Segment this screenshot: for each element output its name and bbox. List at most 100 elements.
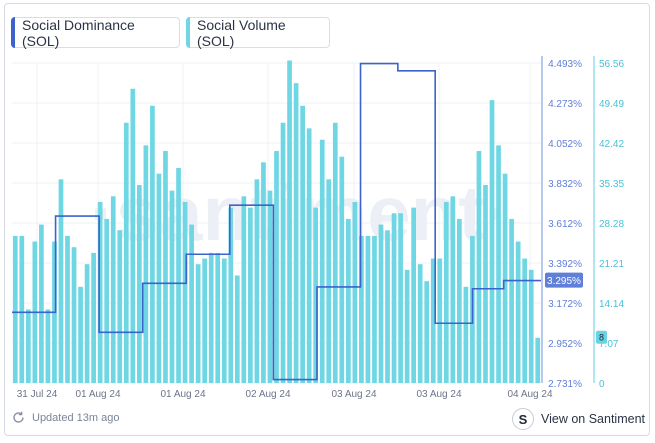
volume-bar (84, 264, 90, 383)
volume-tick-label: 14.14 (599, 299, 624, 310)
current-volume-value: 8 (599, 333, 604, 343)
volume-bar (404, 269, 410, 383)
volume-bar (12, 235, 18, 383)
volume-bar (45, 309, 51, 383)
view-on-santiment-link[interactable]: S View on Santiment (512, 408, 645, 430)
current-dominance-value: 3.295% (547, 276, 581, 287)
volume-bar (71, 247, 77, 383)
volume-bar (58, 179, 64, 383)
volume-bar (339, 156, 345, 383)
dominance-tick-label: 4.273% (548, 99, 582, 110)
updated-text: Updated 13m ago (32, 411, 120, 424)
volume-tick-label: 49.49 (599, 99, 624, 110)
volume-bar (437, 258, 443, 383)
volume-tick-label: 28.28 (599, 219, 624, 230)
volume-bar (130, 88, 136, 384)
legend-volume-label: Social Volume (SOL) (197, 16, 286, 49)
volume-tick-label: 7.07 (599, 339, 619, 350)
volume-bar (385, 230, 390, 383)
volume-bar (254, 179, 260, 383)
volume-bar (463, 286, 469, 383)
volume-bar (300, 105, 305, 384)
volume-bar (248, 207, 253, 383)
volume-bar (378, 224, 384, 383)
volume-bar (241, 196, 247, 383)
volume-bar (215, 252, 221, 383)
volume-bar (274, 151, 279, 383)
volume-bar (365, 235, 371, 383)
dominance-tick-label: 2.952% (548, 339, 582, 350)
volume-bar (78, 286, 83, 383)
volume-bar (424, 281, 430, 383)
volume-bar (313, 207, 319, 383)
x-tick-label: 03 Aug 24 (416, 389, 461, 400)
current-volume-badge (596, 330, 607, 344)
volume-bar (267, 190, 273, 383)
volume-bar (535, 337, 541, 383)
x-tick-label: 03 Aug 24 (331, 389, 376, 400)
dominance-tick-label: 3.612% (548, 219, 582, 230)
dominance-line (12, 62, 541, 381)
volume-bar (319, 139, 325, 383)
volume-bar (509, 218, 514, 383)
dominance-tick-label: 4.052% (548, 139, 582, 150)
volume-bar (143, 145, 149, 383)
volume-bar (417, 264, 423, 383)
volume-bar (261, 162, 266, 383)
x-tick-label: 04 Aug 24 (507, 389, 552, 400)
volume-bar (189, 224, 194, 383)
volume-tick-label: 56.56 (599, 59, 624, 70)
volume-bar (163, 151, 168, 383)
dominance-tick-label: 4.493% (548, 59, 582, 70)
dominance-color-marker (11, 17, 15, 48)
volume-bar (202, 258, 208, 383)
x-tick-label: 02 Aug 24 (245, 389, 290, 400)
volume-bar (430, 258, 436, 383)
volume-bar (457, 218, 462, 383)
volume-bar (25, 309, 31, 383)
volume-bar (221, 258, 227, 383)
volume-bar (476, 151, 482, 383)
x-tick-label: 31 Jul 24 (17, 389, 58, 400)
volume-bar (326, 179, 332, 383)
volume-bar (352, 201, 358, 383)
volume-bar (169, 190, 175, 383)
santiment-logo-icon: S (512, 408, 534, 430)
volume-bar (91, 252, 96, 383)
legend-social-dominance[interactable]: Social Dominance (SOL) (11, 16, 180, 49)
volume-bar (176, 168, 181, 383)
volume-tick-label: 35.35 (599, 179, 624, 190)
volume-bar (345, 218, 351, 383)
view-link-text: View on Santiment (541, 412, 645, 426)
volume-bar (110, 196, 116, 383)
volume-bar (137, 184, 142, 383)
volume-bar (483, 184, 488, 383)
x-tick-label: 01 Aug 24 (75, 389, 120, 400)
dominance-tick-label: 3.172% (548, 299, 582, 310)
volume-bar (489, 100, 495, 384)
volume-bar (65, 235, 70, 383)
volume-bar (450, 196, 456, 383)
legend-dominance-label: Social Dominance (SOL) (22, 16, 135, 49)
volume-bar (208, 252, 214, 383)
volume-bar (156, 173, 162, 383)
volume-tick-label: 0 (599, 379, 605, 390)
volume-bar (287, 60, 292, 383)
volume-bar (522, 258, 528, 383)
refresh-icon (13, 411, 24, 423)
volume-bar (391, 213, 397, 383)
dominance-tick-label: 3.832% (548, 179, 582, 190)
volume-tick-label: 42.42 (599, 139, 624, 150)
volume-tick-label: 21.21 (599, 259, 624, 270)
volume-bar (280, 122, 286, 383)
volume-bar (496, 145, 501, 383)
volume-bar (97, 201, 103, 383)
volume-bar (117, 230, 123, 383)
dominance-tick-label: 2.731% (548, 379, 582, 390)
dominance-tick-label: 3.392% (548, 259, 582, 270)
volume-bar (502, 173, 508, 383)
volume-bar (104, 218, 110, 383)
legend-social-volume[interactable]: Social Volume (SOL) (186, 16, 330, 49)
volume-bar (306, 128, 312, 383)
current-dominance-badge (545, 272, 583, 288)
